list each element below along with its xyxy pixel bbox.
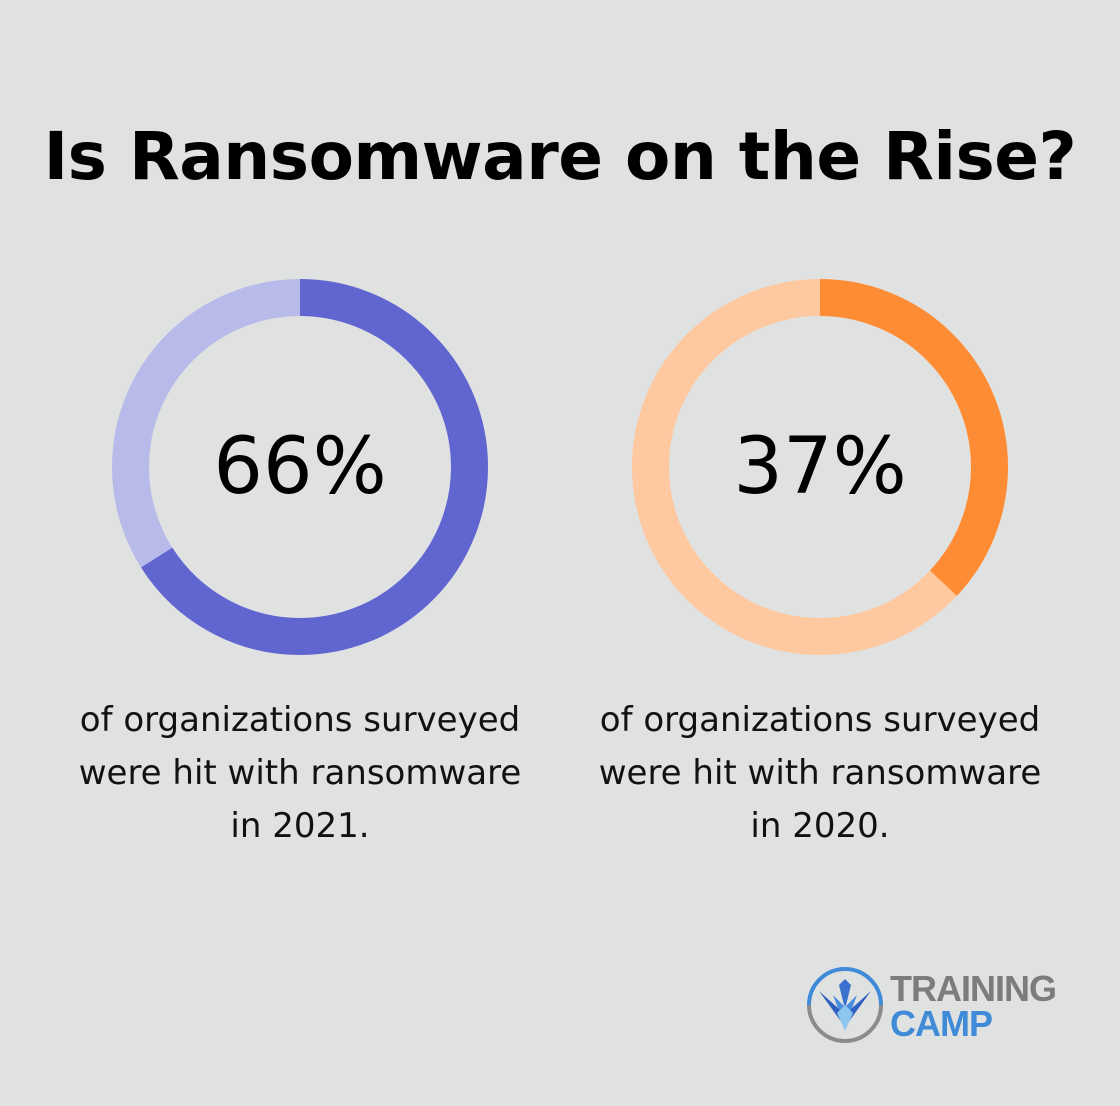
percent-value: 37% <box>733 422 907 512</box>
logo-text-training: TRAINING <box>890 968 1057 1009</box>
donut-arc <box>112 279 488 655</box>
donut-arc <box>632 279 1008 655</box>
caption-line: were hit with ransomware <box>78 753 522 793</box>
caption-2020: of organizations surveyed were hit with … <box>570 694 1070 853</box>
caption-line: in 2021. <box>230 806 370 846</box>
caption-line: were hit with ransomware <box>598 753 1042 793</box>
logo-emblem-icon <box>807 967 883 1043</box>
caption-line: of organizations surveyed <box>79 700 521 740</box>
caption-line: of organizations surveyed <box>599 700 1041 740</box>
donut-chart-2020: 37% <box>630 277 1010 657</box>
training-camp-logo: TRAINING CAMP <box>805 965 1065 1045</box>
percent-value: 66% <box>213 422 387 512</box>
donut-ring <box>112 279 488 655</box>
logo-text-camp: CAMP <box>890 1003 993 1044</box>
page-title: Is Ransomware on the Rise? <box>43 118 1077 195</box>
caption-2021: of organizations surveyed were hit with … <box>50 694 550 853</box>
donut-ring <box>632 279 1008 655</box>
caption-line: in 2020. <box>750 806 890 846</box>
donut-chart-2021: 66% <box>110 277 490 657</box>
